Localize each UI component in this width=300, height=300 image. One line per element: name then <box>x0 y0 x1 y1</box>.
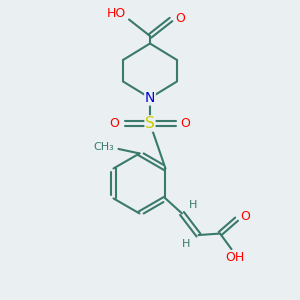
Text: H: H <box>189 200 198 210</box>
Text: N: N <box>145 91 155 105</box>
Text: HO: HO <box>107 7 126 20</box>
Text: O: O <box>110 117 119 130</box>
Text: H: H <box>182 239 190 249</box>
Text: S: S <box>145 116 155 131</box>
Text: O: O <box>181 117 190 130</box>
Text: OH: OH <box>225 251 244 264</box>
Text: O: O <box>176 11 185 25</box>
Text: CH₃: CH₃ <box>93 142 114 152</box>
Text: O: O <box>240 210 250 223</box>
